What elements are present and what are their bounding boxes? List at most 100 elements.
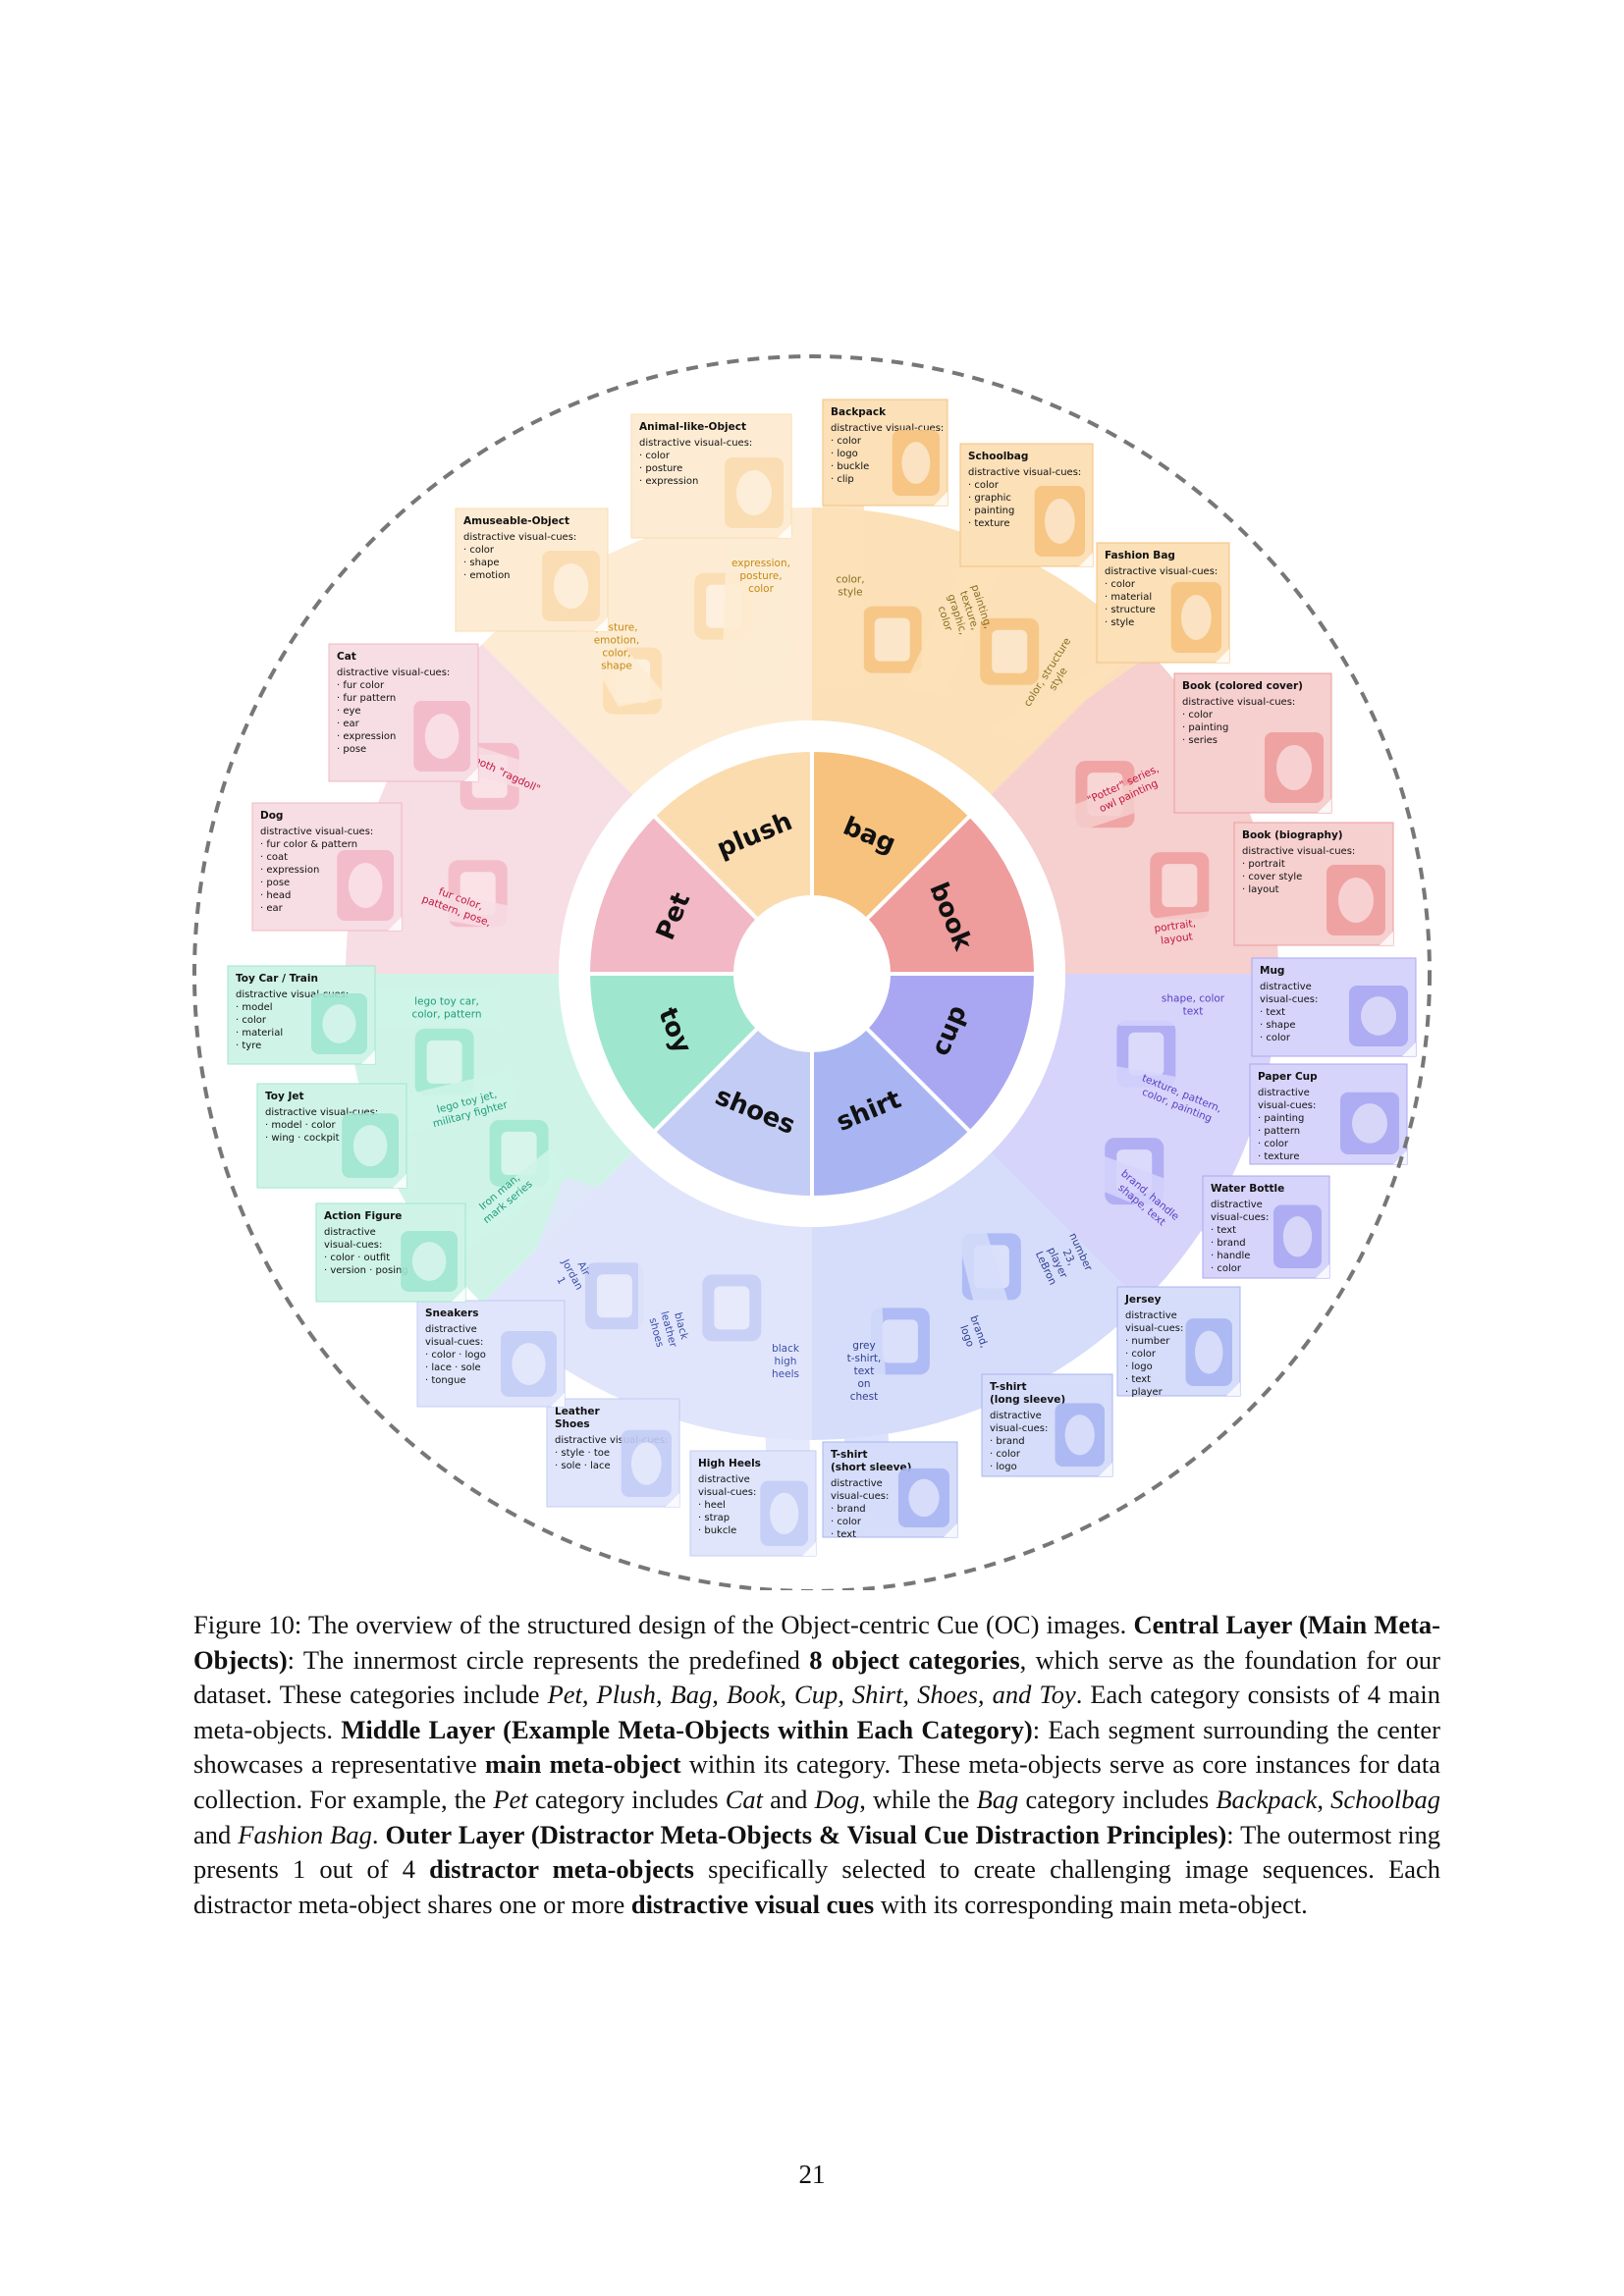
mug-image xyxy=(1349,986,1408,1046)
card-cue-line: · ear xyxy=(260,903,284,914)
card-cue-line: · player xyxy=(1125,1387,1164,1398)
card-cue-line: · posture xyxy=(639,463,682,474)
card-jersey: Jersey distractive visual-cues: · number · c… xyxy=(1116,1286,1241,1398)
card-cue-line: · painting xyxy=(1258,1113,1304,1124)
card-cue-line: · structure xyxy=(1105,605,1156,615)
card-cue-line: visual-cues: xyxy=(425,1337,483,1348)
card-cue-line: distractive xyxy=(698,1474,750,1485)
card-cue-line: · brand xyxy=(990,1436,1025,1447)
card-cat: Cat distractive visual-cues: · fur color · … xyxy=(328,643,479,782)
card-cue-line: · portrait xyxy=(1242,859,1285,870)
cue-beam-t-shirt-long xyxy=(952,1217,1031,1374)
cue-beam-fashion-bag xyxy=(992,663,1139,746)
cue-beam-t-shirt-short xyxy=(844,1232,889,1442)
card-cue-line: · layout xyxy=(1242,884,1279,895)
card-cue-line: · color xyxy=(990,1449,1021,1460)
card-title-2: Shoes xyxy=(555,1418,590,1430)
card-cue-line: · fur color & pattern xyxy=(260,839,357,850)
card-toy-jet: Toy Jet distractive visual-cues: · model ·… xyxy=(256,1083,407,1189)
cue-line: layout xyxy=(1160,931,1193,946)
book-biography-image xyxy=(1326,865,1385,935)
cue-beam-high-heels xyxy=(761,1232,810,1451)
cue-text-amuseable-object: posture,emotion,color,shape xyxy=(594,622,640,672)
cue-beam-toy-car xyxy=(375,987,501,1026)
card-cue-line: distractive xyxy=(1258,1088,1310,1098)
card-cue-line: · tyre xyxy=(236,1041,261,1051)
cue-text-book-biography: portrait,layout xyxy=(1154,918,1197,947)
main-object-shirt-2-image xyxy=(870,1308,930,1375)
card-cue-line: · pattern xyxy=(1258,1126,1300,1137)
card-cue-line: distractive visual-cues: xyxy=(1105,566,1218,577)
card-cue-line: visual-cues: xyxy=(1211,1212,1269,1223)
card-cue-line: distractive xyxy=(990,1411,1042,1421)
card-title: Backpack xyxy=(831,406,887,418)
card-title: Toy Car / Train xyxy=(236,973,318,985)
cue-beam-leather-shoes xyxy=(638,1212,677,1399)
book-cover-image xyxy=(1265,732,1324,803)
short-sleeve-image xyxy=(897,1468,949,1527)
card-cue-line: · color · outfit xyxy=(324,1253,390,1263)
toy-jet-image xyxy=(342,1113,399,1178)
card-cue-line: · clip xyxy=(831,474,854,485)
card-cue-line: · version · posing xyxy=(324,1265,408,1276)
card-cue-line: · text xyxy=(1125,1374,1151,1385)
card-cue-line: · cover style xyxy=(1242,872,1302,882)
card-cue-line: · expression xyxy=(639,476,698,487)
card-cue-line: distractive xyxy=(324,1227,376,1238)
card-cue-line: distractive visual-cues: xyxy=(555,1435,668,1446)
card-title: T-shirt xyxy=(831,1449,868,1461)
main-object-shoes-2-image xyxy=(584,1262,644,1330)
card-backpack: Backpack distractive visual-cues: · color ·… xyxy=(822,399,948,507)
main-object-book-2-image xyxy=(1150,852,1210,920)
card-cue-line: · heel xyxy=(698,1500,726,1511)
card-cue-line: · number xyxy=(1125,1336,1170,1347)
card-amuseable-object: Amuseable-Object distractive visual-cues:… xyxy=(455,507,609,632)
middle-ring-bag xyxy=(812,507,1142,795)
card-cue-line: · texture xyxy=(968,518,1009,529)
card-cue-line: · expression xyxy=(337,731,396,742)
card-cue-line: · ear xyxy=(337,719,360,729)
card-cue-line: distractive xyxy=(1211,1200,1263,1210)
cue-beam-sneakers xyxy=(515,1178,599,1306)
long-sleeve-image xyxy=(1055,1403,1105,1467)
card-t-shirt-short: T-shirt(short sleeve) distractive visual-c… xyxy=(822,1441,958,1540)
card-title: Amuseable-Object xyxy=(463,515,569,527)
card-cue-line: · logo xyxy=(831,449,858,459)
card-cue-line: distractive visual-cues: xyxy=(260,827,373,837)
card-title: Jersey xyxy=(1124,1294,1162,1306)
card-paper-cup: Paper Cup distractive visual-cues: · painti… xyxy=(1249,1063,1408,1165)
card-cue-line: distractive xyxy=(1260,982,1312,992)
card-cue-line: · head xyxy=(260,890,291,901)
card-cue-line: visual-cues: xyxy=(1260,994,1318,1005)
card-cue-line: distractive xyxy=(425,1324,477,1335)
card-title: High Heels xyxy=(698,1458,761,1469)
cue-beam-backpack xyxy=(823,506,864,687)
card-sneakers: Sneakers distractive visual-cues: · color ·… xyxy=(416,1300,566,1408)
cue-line: shape xyxy=(601,661,632,672)
card-cue-line: · buckle xyxy=(831,461,869,472)
card-high-heels: High Heels distractive visual-cues: · heel ·… xyxy=(689,1450,817,1557)
card-cue-line: · color xyxy=(236,1015,267,1026)
cue-line: emotion, xyxy=(594,635,640,647)
cue-text-backpack: color,style xyxy=(836,574,864,599)
main-object-toy-2-image xyxy=(414,1028,474,1095)
cue-beam-water-bottle xyxy=(1070,1144,1203,1232)
card-cue-line: · color xyxy=(463,545,495,556)
card-cue-line: distractive visual-cues: xyxy=(1242,846,1355,857)
card-cue-line: · color xyxy=(1105,579,1136,590)
card-cue-line: visual-cues: xyxy=(1258,1100,1316,1111)
cue-line: on xyxy=(857,1378,870,1390)
card-cue-line: · brand xyxy=(831,1504,866,1515)
card-cue-line: · series xyxy=(1182,735,1218,746)
cue-line: 1 xyxy=(554,1275,568,1287)
figure-caption: Figure 10: The overview of the structure… xyxy=(193,1610,1441,1919)
distractor-cards: Animal-like-Object distractive visual-cue… xyxy=(227,399,1417,1557)
main-object-shoes-1-image xyxy=(702,1274,762,1342)
card-title-2: (long sleeve) xyxy=(990,1394,1065,1406)
card-title: Book (biography) xyxy=(1242,829,1343,841)
card-water-bottle: Water Bottle distractive visual-cues: · tex… xyxy=(1202,1175,1330,1279)
cue-line: chest xyxy=(850,1391,878,1403)
